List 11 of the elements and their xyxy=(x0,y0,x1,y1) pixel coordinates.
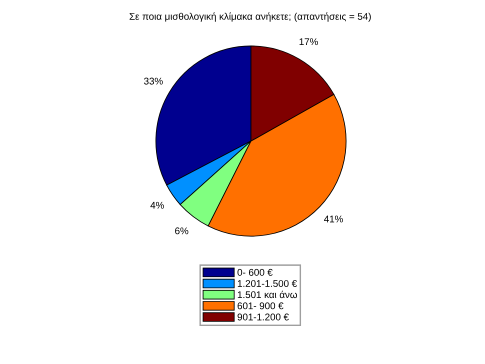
legend-label: 1.201-1.500 € xyxy=(238,280,297,287)
legend-label: 0- 600 € xyxy=(237,268,273,276)
chart-title: Σε ποια μισθολογική κλίμακα ανήκετε; (απαντήσεις = 54) xyxy=(130,12,371,22)
legend-label: 1.501 και άνω xyxy=(238,290,298,298)
data-label: 6% xyxy=(175,227,188,234)
data-label: 17% xyxy=(300,38,318,46)
legend-label: 901-1.200 € xyxy=(238,314,289,320)
data-label: 33% xyxy=(144,78,163,85)
legend-label: 601- 900 € xyxy=(238,302,284,310)
data-label: 4% xyxy=(150,202,164,209)
data-label: 41% xyxy=(324,216,343,222)
